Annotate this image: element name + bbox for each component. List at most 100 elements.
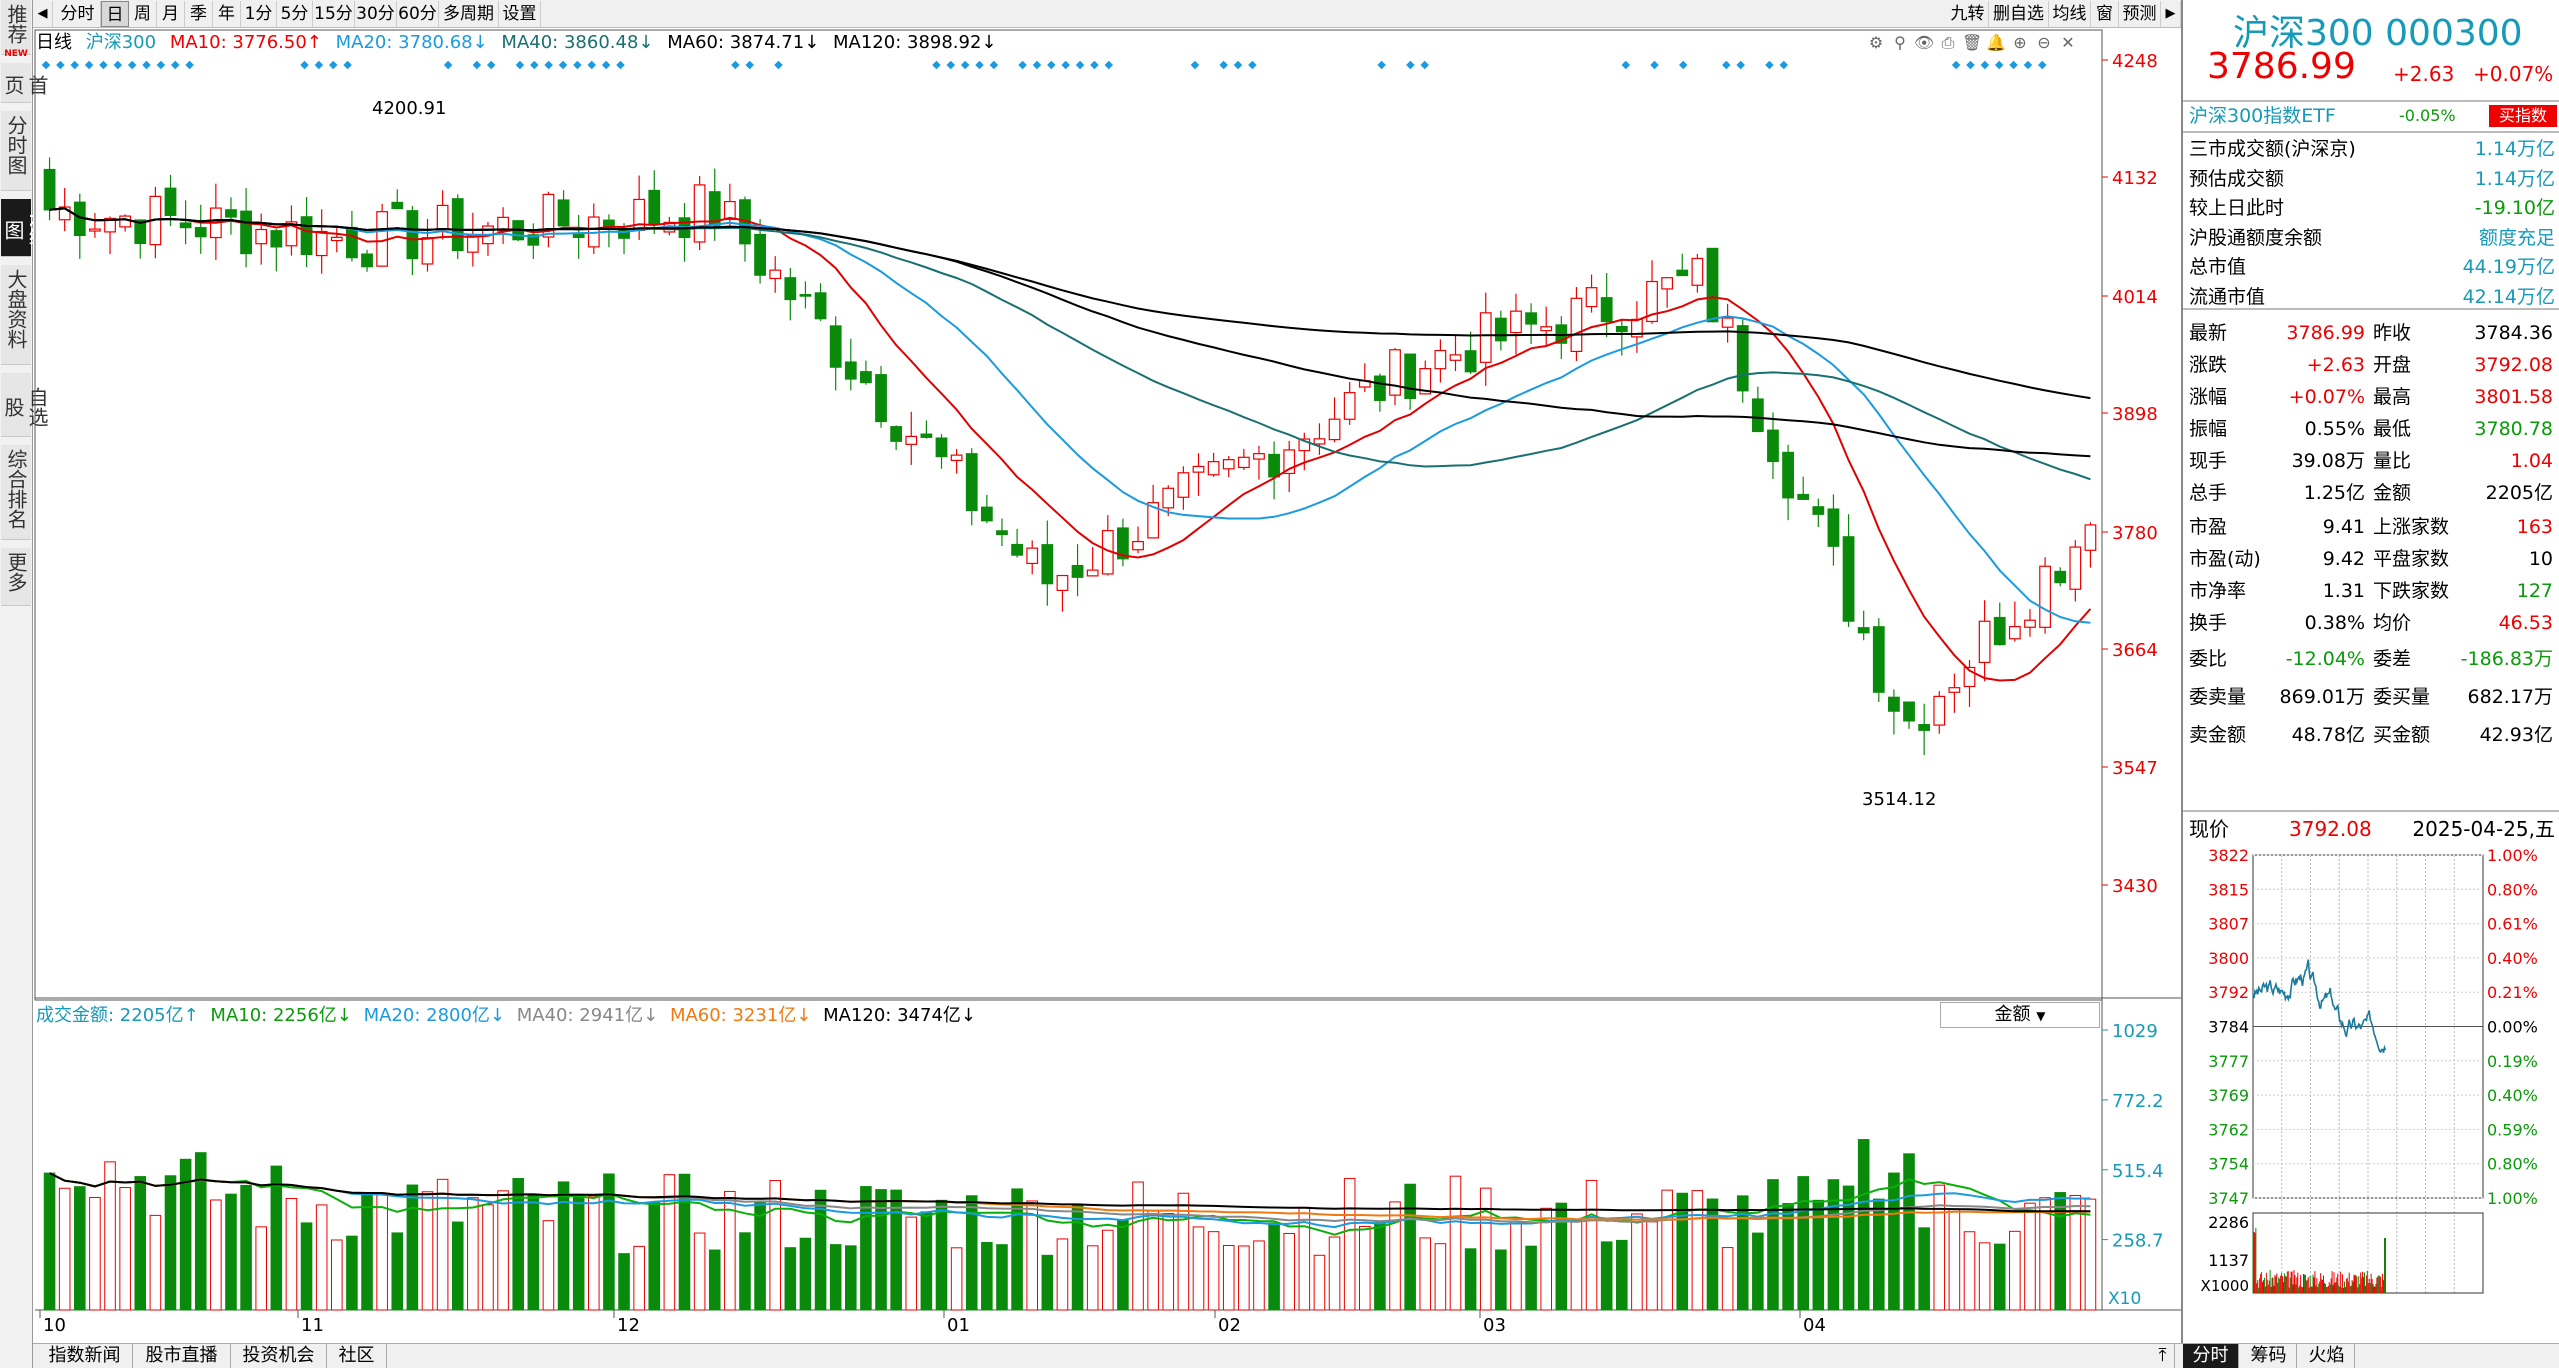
tool-button-1[interactable]: 删自选 xyxy=(1989,1,2049,27)
period-button-8[interactable]: 15分 xyxy=(313,1,355,27)
period-button-3[interactable]: 月 xyxy=(157,1,185,27)
month-label: 02 xyxy=(1218,1315,1241,1336)
tool-button-0[interactable]: 九转 xyxy=(1947,1,1989,27)
period-button-5[interactable]: 年 xyxy=(213,1,241,27)
nav-item-2[interactable]: 分时图 xyxy=(1,111,31,191)
volume-bar xyxy=(829,1244,842,1311)
mini-chart-header: 现价 3792.08 2025-04-25,五 xyxy=(2189,815,2555,843)
signal-marker xyxy=(171,60,180,70)
eye-icon[interactable]: 👁 xyxy=(1914,33,1935,52)
quote-label: 最低 xyxy=(2373,418,2412,440)
period-button-4[interactable]: 季 xyxy=(185,1,213,27)
tool-button-3[interactable]: 窗 xyxy=(2091,1,2119,27)
volume-bar xyxy=(981,1242,993,1311)
candle-body xyxy=(119,215,132,228)
candle-body xyxy=(240,210,252,255)
volume-bar xyxy=(708,1249,721,1311)
volume-bar xyxy=(149,1214,162,1311)
quote-title: 沪深300 000300 xyxy=(2233,13,2523,54)
candle-body xyxy=(1162,487,1175,509)
candle-body xyxy=(1056,574,1069,591)
volume-bar xyxy=(2084,1198,2097,1311)
period-button-12[interactable]: 设置 xyxy=(499,1,541,27)
kline-chart[interactable]: 4248 4132 4014 3898 3780 3664 3547 3430 4200.91 3… xyxy=(0,0,2181,1343)
delete-icon[interactable]: 🗑 xyxy=(1962,33,1983,52)
quote-label: 量比 xyxy=(2373,450,2412,472)
nav-item-label: 更多 xyxy=(4,552,28,592)
candle-body xyxy=(1389,349,1401,396)
settings-icon[interactable]: ⚙ xyxy=(1868,33,1884,52)
nav-item-7[interactable]: 更多 xyxy=(1,548,31,606)
bottom-tab-2[interactable]: 投资机会 xyxy=(231,1344,327,1368)
candle-body xyxy=(1797,493,1810,500)
buy-index-button[interactable]: 买指数 xyxy=(2489,105,2557,127)
signal-marker xyxy=(960,60,970,70)
bell-icon[interactable]: 🔔 xyxy=(1986,33,2006,52)
tool-button-4[interactable]: 预测 xyxy=(2119,1,2161,27)
etf-row[interactable]: 沪深300指数ETF -0.05% 买指数 xyxy=(2189,103,2557,129)
quote-value: 9.41 xyxy=(2322,516,2365,538)
period-button-10[interactable]: 60分 xyxy=(397,1,439,27)
mini-right-axis-label: 1.00% xyxy=(2487,846,2538,865)
mini-tab-1[interactable]: 筹码 xyxy=(2241,1344,2297,1368)
period-button-11[interactable]: 多周期 xyxy=(439,1,499,27)
mini-left-axis-label: 3777 xyxy=(2208,1052,2249,1071)
signal-marker xyxy=(731,60,740,70)
period-button-1[interactable]: 日 xyxy=(101,1,129,27)
volume-bar xyxy=(467,1197,479,1311)
candle-body xyxy=(1086,569,1099,577)
period-button-0[interactable]: 分时 xyxy=(55,1,101,27)
candle-body xyxy=(693,184,706,243)
signal-marker xyxy=(472,60,482,70)
quote-label: 换手 xyxy=(2189,612,2228,634)
period-button-7[interactable]: 5分 xyxy=(277,1,313,27)
mini-tab-2[interactable]: 火焰 xyxy=(2299,1344,2355,1368)
period-button-6[interactable]: 1分 xyxy=(241,1,277,27)
volume-bar xyxy=(1283,1232,1295,1311)
zoom-out-icon[interactable]: ⊖ xyxy=(2037,33,2051,52)
bottom-tab-3[interactable]: 社区 xyxy=(327,1344,387,1368)
candle-body xyxy=(829,325,842,368)
volume-bar xyxy=(739,1232,751,1311)
print-icon[interactable]: ⎙ xyxy=(1941,33,1955,52)
tool-button-2[interactable]: 均线 xyxy=(2049,1,2091,27)
signal-marker xyxy=(443,60,453,70)
zoom-in-icon[interactable]: ⊕ xyxy=(2013,33,2027,52)
signal-marker xyxy=(486,60,496,70)
candle-body xyxy=(814,292,827,320)
forward-arrow-icon[interactable]: ▶ xyxy=(2161,1,2181,27)
etf-name[interactable]: 沪深300指数ETF xyxy=(2189,105,2336,127)
nav-item-0[interactable]: 推荐 NEW xyxy=(1,0,31,59)
price-axis-label: 3780 xyxy=(2112,523,2158,544)
close-icon[interactable]: ✕ xyxy=(2061,33,2075,52)
candle-body xyxy=(391,201,404,210)
signal-marker xyxy=(1980,60,1990,70)
bottom-tab-1[interactable]: 股市直播 xyxy=(133,1344,231,1368)
stat-label: 流通市值 xyxy=(2189,285,2266,308)
volume-bar xyxy=(210,1199,222,1311)
signal-marker xyxy=(1219,60,1228,70)
volume-metric-select[interactable]: 金额 ▼ xyxy=(1940,1002,2100,1028)
nav-item-1[interactable]: 首页 xyxy=(1,63,49,103)
candle-body xyxy=(1933,695,1946,726)
pin-icon[interactable]: ⚲ xyxy=(1894,33,1906,52)
mini-right-axis-label: 1.00% xyxy=(2487,1189,2538,1208)
scroll-top-icon[interactable]: ⤒ xyxy=(2151,1344,2175,1368)
candle-body xyxy=(1253,453,1265,460)
signal-marker xyxy=(1736,60,1745,70)
intraday-mini-chart[interactable]: 3822 1.00% 3815 0.80% 3807 0.61% 3800 0.40% 3792… xyxy=(2183,843,2559,1343)
bottom-tab-0[interactable]: 指数新闻 xyxy=(37,1344,133,1368)
quote-label: 振幅 xyxy=(2189,418,2228,440)
period-button-9[interactable]: 30分 xyxy=(355,1,397,27)
quote-value: 3801.58 xyxy=(2474,386,2553,408)
nav-item-6[interactable]: 综合排名 xyxy=(1,445,31,540)
volume-bar xyxy=(950,1247,963,1311)
nav-item-3[interactable]: K线图 xyxy=(1,199,49,257)
candle-body xyxy=(270,230,283,248)
nav-item-5[interactable]: 自选股 xyxy=(1,373,49,437)
mini-tab-0[interactable]: 分时 xyxy=(2183,1344,2239,1368)
nav-item-4[interactable]: 大盘资料 xyxy=(1,265,31,365)
back-arrow-icon[interactable]: ◀ xyxy=(33,1,53,27)
quote-label: 委差 xyxy=(2373,648,2412,670)
period-button-2[interactable]: 周 xyxy=(129,1,157,27)
